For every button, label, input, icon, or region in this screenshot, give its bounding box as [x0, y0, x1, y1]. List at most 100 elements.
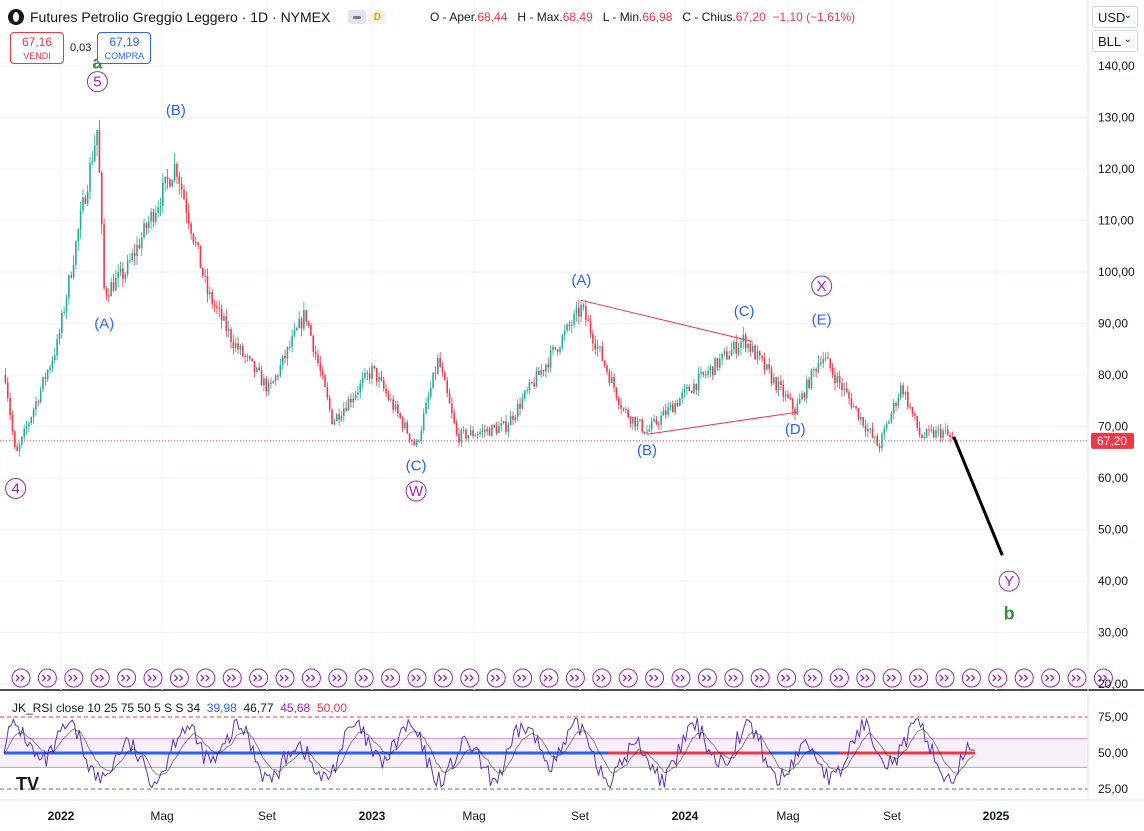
- candle-body: [578, 307, 580, 317]
- tradingview-logo-icon[interactable]: TV: [16, 774, 40, 794]
- candle-body: [237, 343, 239, 350]
- interval-badge[interactable]: D: [368, 10, 387, 24]
- event-marker-icon[interactable]: [882, 668, 902, 688]
- candle-body: [921, 434, 923, 438]
- candle-body: [625, 408, 627, 410]
- event-marker-circle: [301, 668, 321, 688]
- price-tick-label: 50,00: [1098, 523, 1128, 537]
- event-marker-icon[interactable]: [433, 668, 453, 688]
- candle-body: [664, 410, 667, 415]
- event-marker-icon[interactable]: [37, 668, 57, 688]
- event-marker-icon[interactable]: [645, 668, 665, 688]
- buy-button[interactable]: 67,19 COMPRA: [97, 32, 152, 64]
- event-marker-icon[interactable]: [486, 668, 506, 688]
- event-marker-icon[interactable]: [565, 668, 585, 688]
- event-marker-icon[interactable]: [169, 668, 189, 688]
- event-marker-icon[interactable]: [539, 668, 559, 688]
- candle-body: [227, 328, 230, 332]
- event-marker-circle: [645, 668, 665, 688]
- candle-body: [914, 413, 916, 416]
- candle-body: [124, 274, 127, 280]
- event-marker-icon[interactable]: [724, 668, 744, 688]
- event-marker-icon[interactable]: [829, 668, 849, 688]
- event-marker-icon[interactable]: [249, 668, 269, 688]
- candle-body: [441, 366, 444, 373]
- candle-body: [622, 408, 625, 410]
- event-marker-icon[interactable]: [407, 668, 427, 688]
- candle-body: [909, 406, 911, 408]
- event-marker-icon[interactable]: [935, 668, 955, 688]
- event-marker-icon[interactable]: [750, 668, 770, 688]
- candle-body: [345, 408, 347, 411]
- event-marker-icon[interactable]: [618, 668, 638, 688]
- double-chevron-icon: [781, 674, 791, 682]
- candle-body: [204, 275, 206, 277]
- event-marker-icon[interactable]: [1067, 668, 1087, 688]
- event-marker-icon[interactable]: [592, 668, 612, 688]
- price-axis[interactable]: 140,00 130,00 120,00 110,00 100,00 90,00 80,00…: [1087, 0, 1135, 800]
- candle-body: [328, 397, 331, 410]
- candle-body: [648, 429, 651, 432]
- event-marker-icon[interactable]: [513, 668, 533, 688]
- event-marker-icon[interactable]: [381, 668, 401, 688]
- event-marker-icon[interactable]: [803, 668, 823, 688]
- chevron-down-icon: ⌄: [1123, 34, 1132, 45]
- candle-body: [721, 353, 723, 359]
- visibility-toggle-icon[interactable]: [348, 10, 367, 24]
- unit-select[interactable]: BLL ⌄: [1092, 30, 1138, 52]
- currency-select[interactable]: USD ⌄: [1092, 6, 1138, 28]
- symbol-title[interactable]: Futures Petrolio Greggio Leggero · 1D · …: [30, 9, 331, 25]
- event-marker-icon[interactable]: [11, 668, 31, 688]
- event-marker-icon[interactable]: [354, 668, 374, 688]
- event-marker-icon[interactable]: [1014, 668, 1034, 688]
- candle-body: [528, 382, 531, 391]
- event-marker-icon[interactable]: [143, 668, 163, 688]
- event-marker-icon[interactable]: [1041, 668, 1061, 688]
- double-chevron-icon: [939, 674, 949, 682]
- event-markers-row[interactable]: [11, 668, 1113, 688]
- trendline[interactable]: [581, 299, 753, 343]
- candle-body: [392, 399, 394, 410]
- candle-body: [897, 397, 900, 406]
- event-marker-icon[interactable]: [909, 668, 929, 688]
- event-marker-icon[interactable]: [275, 668, 295, 688]
- candle-body: [587, 319, 590, 322]
- candle-body: [354, 394, 357, 399]
- double-chevron-icon: [596, 674, 606, 682]
- event-marker-icon[interactable]: [777, 668, 797, 688]
- rsi-legend[interactable]: JK_RSI close 10 25 75 50 5 S S 34 39,98 …: [12, 701, 347, 715]
- candle-body: [639, 419, 641, 421]
- event-marker-icon[interactable]: [671, 668, 691, 688]
- event-marker-icon[interactable]: [222, 668, 242, 688]
- event-marker-icon[interactable]: [697, 668, 717, 688]
- event-marker-icon[interactable]: [117, 668, 137, 688]
- candle-body: [122, 268, 124, 280]
- event-marker-circle: [539, 668, 559, 688]
- trendline[interactable]: [646, 411, 798, 435]
- candle-body: [775, 377, 778, 391]
- event-marker-icon[interactable]: [64, 668, 84, 688]
- candle-body: [143, 223, 145, 238]
- candle-body: [199, 245, 202, 268]
- spread-value: 0,03: [70, 42, 92, 54]
- event-marker-icon[interactable]: [328, 668, 348, 688]
- time-axis[interactable]: 2022 Mag Set 2023 Mag Set 2024 Mag Set 2025: [0, 799, 1144, 823]
- event-marker-icon[interactable]: [460, 668, 480, 688]
- event-marker-circle: [618, 668, 638, 688]
- candle-body: [256, 367, 258, 373]
- candle-body: [270, 382, 272, 384]
- event-marker-icon[interactable]: [961, 668, 981, 688]
- event-marker-icon[interactable]: [856, 668, 876, 688]
- trendline[interactable]: [952, 436, 1004, 556]
- event-marker-icon[interactable]: [90, 668, 110, 688]
- event-marker-icon[interactable]: [301, 668, 321, 688]
- event-marker-icon[interactable]: [196, 668, 216, 688]
- ohlc-readout: O - Aper.68,44 H - Max.68,49 L - Min.66,…: [430, 10, 855, 24]
- sell-button[interactable]: 67,16 VENDI: [10, 32, 64, 64]
- price-tick-label: 20,00: [1098, 677, 1128, 691]
- event-marker-icon[interactable]: [988, 668, 1008, 688]
- event-marker-icon[interactable]: [1093, 668, 1113, 688]
- candle-body: [310, 325, 312, 336]
- candle-body: [526, 390, 528, 392]
